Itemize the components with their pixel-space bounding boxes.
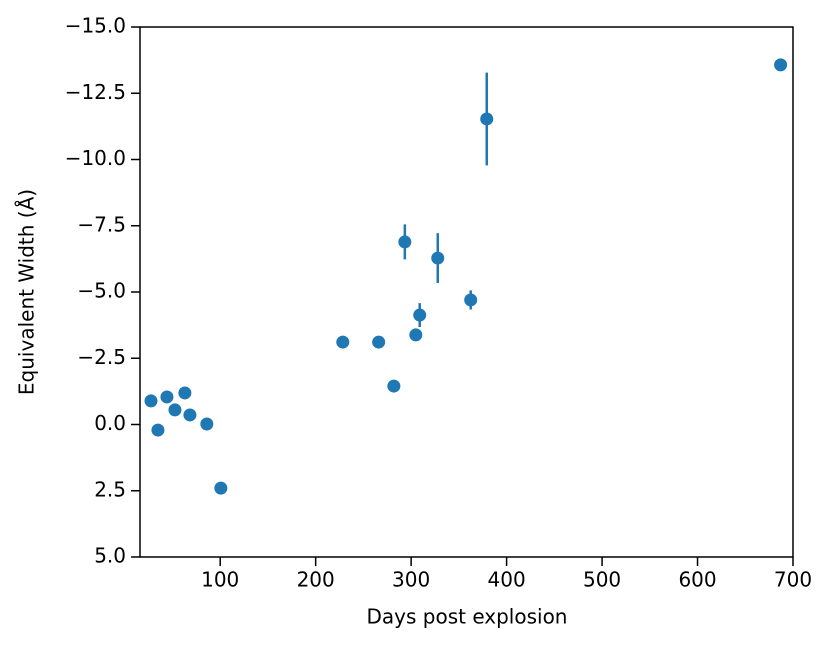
- x-tick-label: 400: [488, 568, 526, 592]
- y-tick-label: −5.0: [77, 279, 126, 303]
- y-tick-label: −12.5: [65, 80, 126, 104]
- point: [409, 328, 423, 342]
- point: [413, 308, 427, 322]
- x-tick-label: 200: [297, 568, 335, 592]
- point: [168, 403, 182, 417]
- y-tick-label: −15.0: [65, 14, 126, 38]
- y-tick-label: −10.0: [65, 146, 126, 170]
- x-tick-label: 300: [392, 568, 430, 592]
- x-tick-label: 100: [201, 568, 239, 592]
- y-tick-label: −2.5: [77, 345, 126, 369]
- point: [336, 335, 350, 349]
- y-tick-label: −7.5: [77, 212, 126, 236]
- point: [214, 481, 228, 495]
- x-tick-label: 600: [678, 568, 716, 592]
- x-tick-label: 700: [774, 568, 812, 592]
- x-axis-label: Days post explosion: [367, 605, 568, 629]
- y-tick-label: 0.0: [94, 411, 126, 435]
- point: [144, 394, 158, 408]
- point: [160, 390, 174, 404]
- y-axis-label: Equivalent Width (Å): [15, 189, 39, 395]
- y-tick-label: 2.5: [94, 477, 126, 501]
- point: [480, 112, 494, 126]
- point: [372, 335, 386, 349]
- point: [774, 58, 788, 72]
- point: [200, 417, 214, 431]
- point: [151, 423, 165, 437]
- y-tick-label: 5.0: [94, 544, 126, 568]
- point: [398, 235, 412, 249]
- plot-frame: [139, 26, 794, 558]
- point: [178, 386, 192, 400]
- point: [183, 408, 197, 422]
- point: [431, 251, 445, 265]
- point: [464, 293, 478, 307]
- point: [387, 379, 401, 393]
- x-tick-label: 500: [583, 568, 621, 592]
